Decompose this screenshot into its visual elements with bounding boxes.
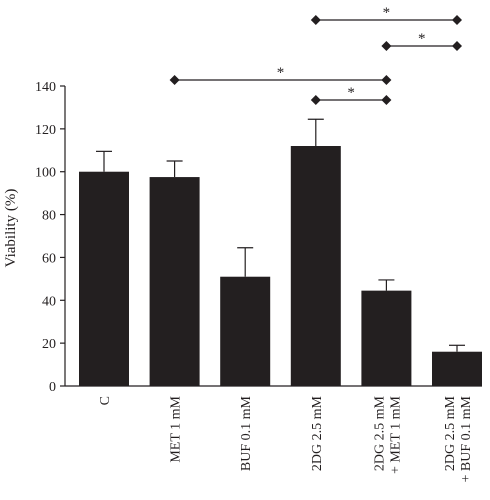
bar [220, 276, 271, 386]
significance-bracket: * [310, 5, 462, 25]
y-tick-label: 60 [42, 251, 56, 266]
y-tick-label: 20 [42, 337, 56, 352]
diamond-marker [381, 41, 392, 51]
y-axis-label: Viability (%) [3, 189, 19, 268]
y-tick-label: 80 [42, 209, 56, 224]
x-tick-label: C [98, 396, 113, 405]
y-axis-ticks: 0 20 40 60 80 100 120 140 [35, 80, 65, 395]
x-tick-label: 2DG 2.5 mM + BUF 0.1 mM [443, 395, 474, 482]
significance-label: * [383, 5, 391, 21]
y-tick-label: 140 [35, 80, 56, 95]
significance-label: * [277, 65, 285, 81]
y-tick-label: 0 [49, 380, 56, 395]
significance-bracket: * [381, 31, 462, 51]
x-tick-label-line: + BUF 0.1 mM [459, 395, 474, 482]
significance-bracket: * [310, 85, 392, 105]
x-tick-label: 2DG 2.5 mM [310, 395, 325, 471]
significance-bracket: * [169, 65, 392, 85]
significance-label: * [418, 31, 426, 47]
x-tick-label: MET 1 mM [169, 395, 184, 462]
significance-label: * [347, 85, 355, 101]
bar [149, 177, 200, 386]
diamond-marker [310, 95, 321, 105]
axes [64, 86, 482, 387]
significance-brackets: * * * * [169, 5, 462, 105]
x-tick-label-line: BUF 0.1 mM [239, 395, 254, 471]
x-tick-label-line: 2DG 2.5 mM [443, 395, 458, 471]
x-tick-label-line: + MET 1 mM [388, 395, 403, 474]
bar [79, 171, 129, 386]
y-tick-label: 120 [35, 123, 56, 138]
x-tick-label-line: 2DG 2.5 mM [310, 395, 325, 471]
y-tick-label: 100 [35, 166, 56, 181]
bar [290, 146, 341, 386]
x-axis-tick-labels: C MET 1 mM BUF 0.1 mM 2DG 2.5 mM 2DG 2.5 mM +… [98, 395, 474, 482]
x-tick-label: 2DG 2.5 mM + MET 1 mM [372, 395, 403, 474]
diamond-marker [169, 75, 180, 85]
diamond-marker [452, 41, 462, 51]
diamond-marker [381, 75, 392, 85]
x-tick-label: BUF 0.1 mM [239, 395, 254, 471]
bar [361, 290, 412, 386]
diamond-marker [381, 95, 392, 105]
x-tick-label-line: C [98, 396, 113, 405]
bar [432, 351, 482, 386]
y-tick-label: 40 [42, 294, 56, 309]
bars [79, 146, 482, 386]
x-tick-label-line: MET 1 mM [169, 395, 184, 462]
diamond-marker [452, 15, 462, 25]
x-tick-label-line: 2DG 2.5 mM [372, 395, 387, 471]
diamond-marker [310, 15, 321, 25]
error-bars [96, 118, 465, 352]
